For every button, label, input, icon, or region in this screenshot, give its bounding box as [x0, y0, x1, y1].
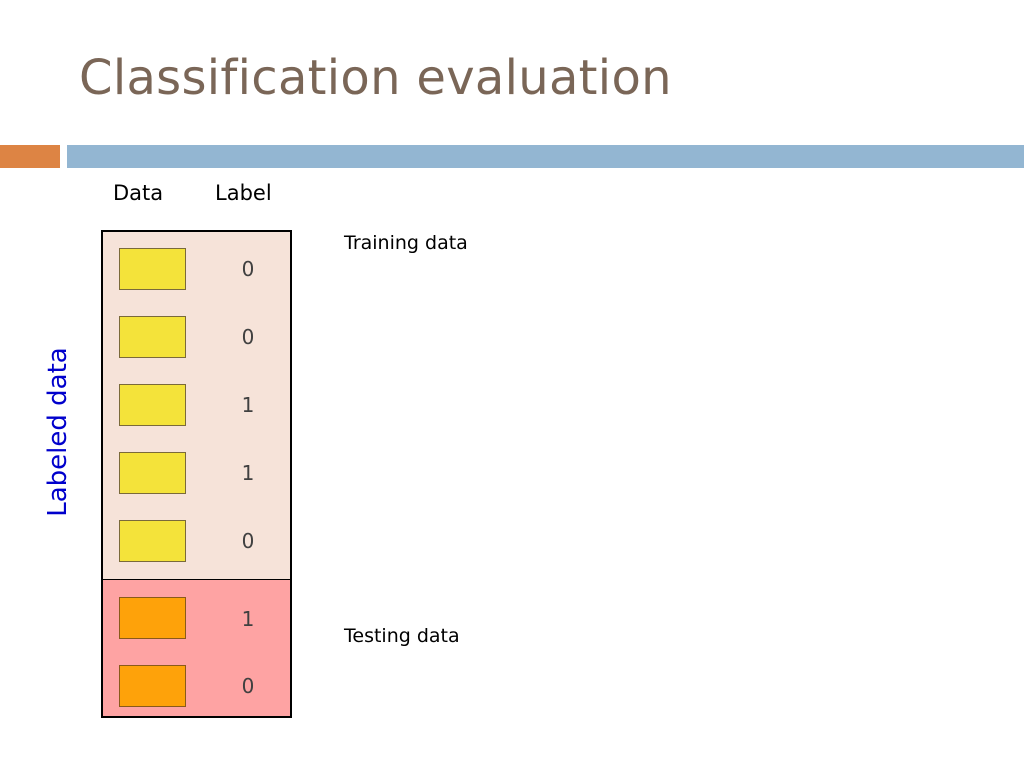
header-bar [67, 145, 1024, 168]
slide-title: Classification evaluation [79, 50, 672, 106]
data-column-header: Data [113, 181, 164, 205]
training-label: 1 [241, 461, 255, 485]
accent-bar [0, 145, 60, 168]
training-label: 1 [241, 393, 255, 417]
training-data-caption: Training data [344, 232, 468, 254]
training-label: 0 [241, 325, 255, 349]
training-data-cell [119, 452, 186, 494]
training-data-cell [119, 248, 186, 290]
training-label: 0 [241, 257, 255, 281]
testing-data-cell [119, 665, 186, 707]
training-data-cell [119, 520, 186, 562]
training-label: 0 [241, 529, 255, 553]
testing-data-cell [119, 597, 186, 639]
label-column-header: Label [215, 181, 272, 205]
testing-label: 1 [241, 607, 255, 631]
testing-data-caption: Testing data [344, 625, 460, 647]
testing-label: 0 [241, 674, 255, 698]
labeled-data-label: Labeled data [43, 347, 73, 517]
training-data-cell [119, 384, 186, 426]
training-data-cell [119, 316, 186, 358]
